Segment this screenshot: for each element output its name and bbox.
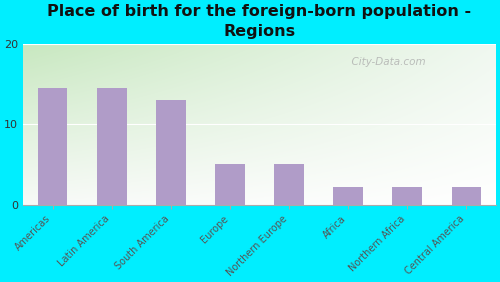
Bar: [215, 164, 244, 204]
Bar: [452, 187, 481, 204]
Bar: [97, 88, 126, 204]
Text: City-Data.com: City-Data.com: [344, 57, 425, 67]
Title: Place of birth for the foreign-born population -
Regions: Place of birth for the foreign-born popu…: [48, 4, 472, 39]
Bar: [156, 100, 186, 204]
Bar: [334, 187, 363, 204]
Bar: [392, 187, 422, 204]
Bar: [274, 164, 304, 204]
Bar: [38, 88, 68, 204]
